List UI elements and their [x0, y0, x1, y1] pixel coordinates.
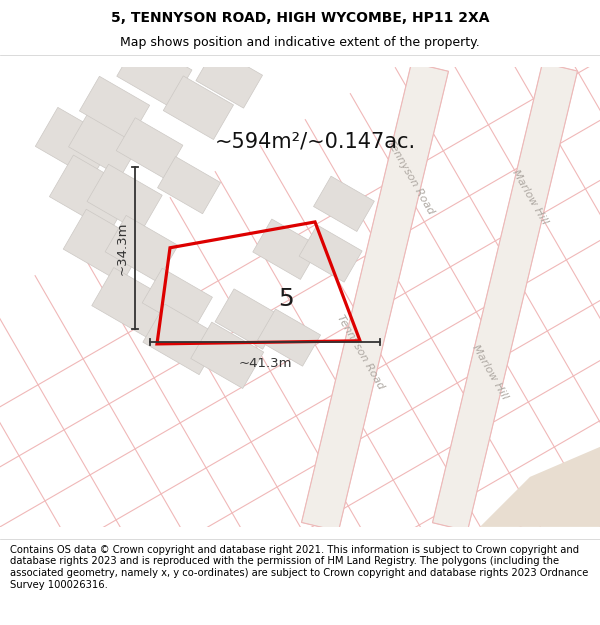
Polygon shape: [63, 209, 145, 283]
Polygon shape: [433, 62, 578, 531]
Polygon shape: [253, 219, 319, 279]
Polygon shape: [117, 39, 192, 107]
Polygon shape: [158, 157, 221, 214]
Polygon shape: [480, 447, 600, 527]
Polygon shape: [79, 76, 149, 140]
Polygon shape: [314, 176, 374, 231]
Text: Tennyson Road: Tennyson Road: [385, 138, 436, 216]
Polygon shape: [49, 155, 134, 232]
Polygon shape: [35, 107, 114, 179]
Polygon shape: [299, 225, 362, 282]
Polygon shape: [191, 322, 264, 389]
Polygon shape: [302, 62, 448, 531]
Text: Marlow Hill: Marlow Hill: [470, 342, 509, 401]
Text: Marlow Hill: Marlow Hill: [511, 168, 550, 226]
Polygon shape: [105, 216, 178, 282]
Polygon shape: [87, 164, 162, 232]
Text: Tennyson Road: Tennyson Road: [335, 313, 385, 391]
Text: ~41.3m: ~41.3m: [238, 357, 292, 370]
Text: ~34.3m: ~34.3m: [116, 221, 129, 274]
Polygon shape: [196, 48, 263, 108]
Polygon shape: [68, 111, 142, 177]
Text: Map shows position and indicative extent of the property.: Map shows position and indicative extent…: [120, 36, 480, 49]
Polygon shape: [163, 76, 233, 139]
Polygon shape: [257, 309, 320, 366]
Text: ~594m²/~0.147ac.: ~594m²/~0.147ac.: [215, 132, 416, 152]
Polygon shape: [215, 289, 281, 349]
Polygon shape: [116, 118, 183, 178]
Text: Contains OS data © Crown copyright and database right 2021. This information is : Contains OS data © Crown copyright and d…: [10, 545, 588, 589]
Polygon shape: [142, 268, 212, 332]
Polygon shape: [92, 268, 170, 338]
Text: 5: 5: [278, 287, 293, 311]
Text: 5, TENNYSON ROAD, HIGH WYCOMBE, HP11 2XA: 5, TENNYSON ROAD, HIGH WYCOMBE, HP11 2XA: [111, 11, 489, 24]
Polygon shape: [143, 304, 221, 374]
